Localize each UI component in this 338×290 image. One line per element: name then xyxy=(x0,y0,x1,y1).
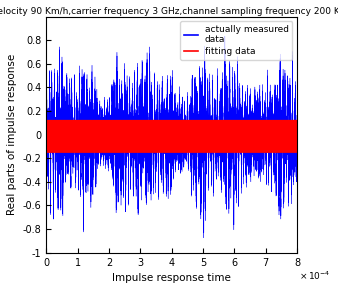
Text: $\times\,10^{-4}$: $\times\,10^{-4}$ xyxy=(299,269,331,282)
Title: Velocity 90 Km/h,carrier frequency 3 GHz,channel sampling frequency 200 KHz: Velocity 90 Km/h,carrier frequency 3 GHz… xyxy=(0,7,338,16)
Legend: actually measured
data, fitting data: actually measured data, fitting data xyxy=(180,21,292,59)
X-axis label: Impulse response time: Impulse response time xyxy=(112,273,231,283)
Y-axis label: Real parts of impulse response: Real parts of impulse response xyxy=(7,54,17,215)
